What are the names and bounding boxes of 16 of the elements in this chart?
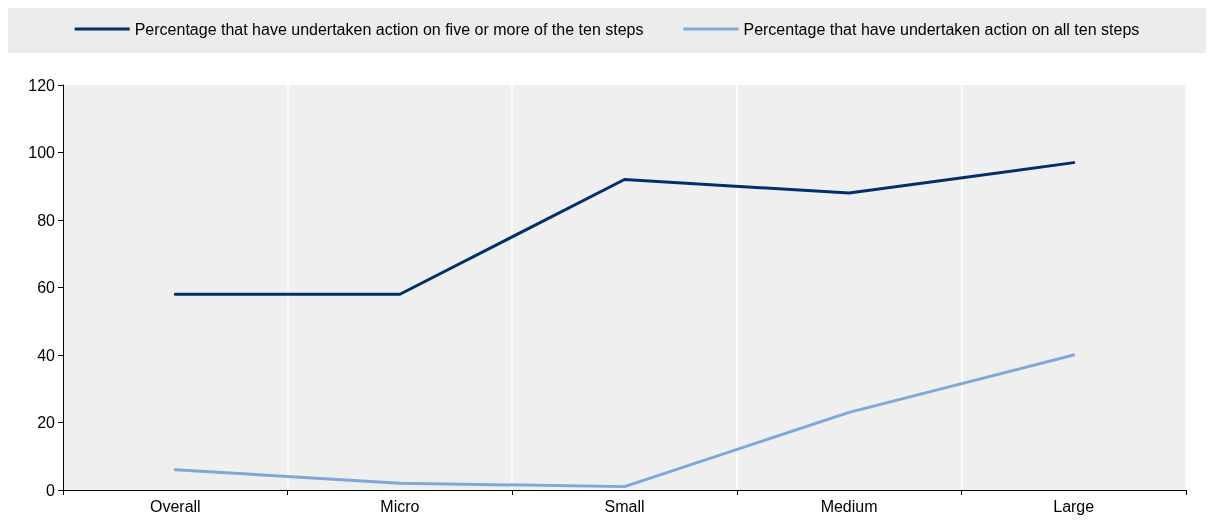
y-tick-label: 60 xyxy=(37,279,56,296)
x-tick-label: Overall xyxy=(149,497,201,515)
y-tick-label: 20 xyxy=(37,414,56,431)
y-tick-label: 40 xyxy=(37,346,56,364)
x-tick-label: Medium xyxy=(820,497,878,515)
line-series xyxy=(173,353,1076,489)
y-tick-label: 0 xyxy=(46,481,56,499)
y-tick-label: 120 xyxy=(28,76,56,94)
legend-label: Percentage that have undertaken action on all ten steps xyxy=(743,20,1140,38)
x-tick-label: Small xyxy=(604,497,645,515)
legend-label: Percentage that have undertaken action on five or more of the ten steps xyxy=(134,20,644,38)
x-tick-label: Large xyxy=(1053,497,1095,515)
line-series xyxy=(173,161,1076,296)
x-tick-label: Micro xyxy=(380,497,420,515)
y-tick-label: 80 xyxy=(37,211,56,229)
y-tick-label: 100 xyxy=(28,144,56,161)
